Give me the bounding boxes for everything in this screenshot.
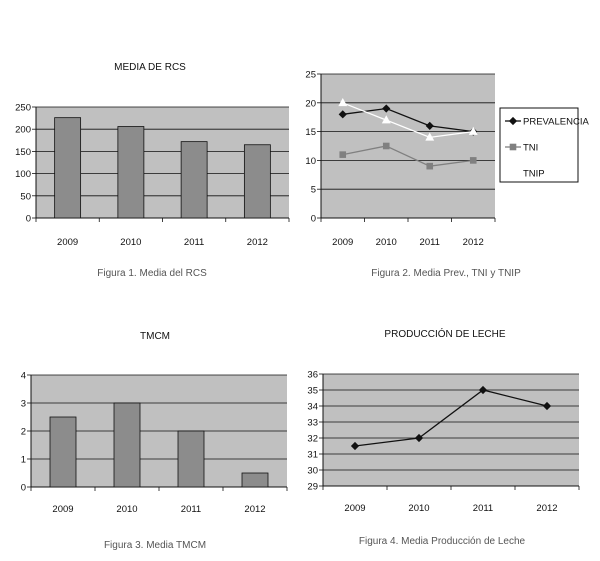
chart-4-point-0-2012 <box>542 401 552 411</box>
chart-2-point-tni-2012 <box>469 157 477 164</box>
chart-3-xtick-label: 2012 <box>244 504 265 515</box>
chart-4-xtick-label: 2009 <box>344 503 365 514</box>
legend-marker-tnip <box>508 168 518 177</box>
chart-2-plot-area <box>321 74 495 218</box>
chart-2-xtick-label: 2011 <box>420 237 440 248</box>
chart-4-ytick-label: 32 <box>307 434 318 445</box>
chart-2-prevalencia-tni-tnip: 0 5 10 15 20 25 2009 2010 2011 2012 PREVALENCIA TN… <box>305 70 589 280</box>
chart-1-ytick-label: 50 <box>20 191 31 202</box>
chart-3-xtick-label: 2010 <box>116 504 137 515</box>
chart-2-ytick-label: 0 <box>311 214 316 225</box>
chart-4-point-0-2010 <box>414 433 424 443</box>
chart-1-ytick-label: 250 <box>15 103 31 114</box>
legend-label-tnip: TNIP <box>523 169 545 180</box>
chart-1-xtick-label: 2010 <box>120 237 141 248</box>
chart-2-ytick-label: 5 <box>311 185 316 196</box>
chart-2-xtick-label: 2012 <box>463 237 484 248</box>
chart-2-ytick-label: 20 <box>305 98 316 109</box>
chart-4-ytick-label: 30 <box>307 466 318 477</box>
chart-2-point-tnip-2009 <box>338 97 348 107</box>
chart-4-caption: Figura 4. Media Producción de Leche <box>359 536 526 547</box>
chart-2-series-line-tni <box>342 145 474 167</box>
chart-4-ytick-label: 35 <box>307 386 318 397</box>
chart-1-ytick-label: 0 <box>26 214 31 225</box>
chart-2-point-tni-2010 <box>382 142 390 150</box>
chart-2-point-tnip-2011 <box>425 132 435 141</box>
chart-1-ytick-label: 100 <box>15 169 31 180</box>
chart-3-tmcm: TMCM 0 1 2 3 4 2009 2010 2011 2012 Figura 3. Med… <box>21 331 288 551</box>
chart-4-xtick-label: 2010 <box>408 503 429 514</box>
chart-1-bar-2010 <box>117 126 145 219</box>
chart-2-xtick-label: 2009 <box>332 237 353 248</box>
chart-2-caption: Figura 2. Media Prev., TNI y TNIP <box>371 268 521 279</box>
chart-4-ytick-label: 33 <box>307 418 318 429</box>
chart-4-title: PRODUCCIÓN DE LECHE <box>384 327 505 340</box>
chart-3-ytick-label: 3 <box>21 399 26 410</box>
legend-marker-prevalencia <box>508 116 518 126</box>
chart-3-title: TMCM <box>140 331 170 342</box>
chart-3-bar-2011 <box>177 430 205 488</box>
chart-3-xtick-label: 2011 <box>181 504 201 515</box>
chart-4-xtick-label: 2012 <box>536 503 557 514</box>
chart-4-ytick-label: 34 <box>307 402 318 413</box>
chart-2-ytick-label: 15 <box>305 127 316 138</box>
chart-3-xtick-label: 2009 <box>52 504 73 515</box>
chart-1-bar-2012 <box>243 144 271 219</box>
chart-4-plot-area <box>323 374 579 486</box>
chart-2-point-prevalencia-2010 <box>382 104 391 113</box>
chart-3-caption: Figura 3. Media TMCM <box>104 540 206 551</box>
chart-4-point-0-2009 <box>350 441 360 451</box>
chart-4-xtick-label: 2011 <box>473 503 493 514</box>
chart-2-point-tni-2011 <box>426 162 434 170</box>
chart-4-ytick-label: 31 <box>307 450 318 461</box>
chart-2-point-prevalencia-2011 <box>425 121 434 130</box>
chart-1-title: MEDIA DE RCS <box>114 62 186 73</box>
legend-label-prevalencia: PREVALENCIA <box>523 117 589 128</box>
chart-3-bar-2010 <box>113 402 141 488</box>
chart-3-ytick-label: 4 <box>21 371 26 382</box>
chart-2-point-prevalencia-2009 <box>338 110 347 119</box>
legend-marker-tni <box>509 143 517 151</box>
chart-1-media-rcs: MEDIA DE RCS 0 50 100 150 200 250 2009 2010 2011… <box>15 62 290 279</box>
chart-4-series-line-0 <box>354 389 548 447</box>
chart-1-bar-2009 <box>54 117 82 219</box>
chart-1-caption: Figura 1. Media del RCS <box>97 268 207 279</box>
chart-4-ytick-label: 36 <box>307 370 318 381</box>
legend-label-tni: TNI <box>523 143 538 154</box>
chart-1-xtick-label: 2012 <box>247 237 268 248</box>
chart-2-ytick-label: 25 <box>305 70 316 81</box>
chart-2-xtick-label: 2010 <box>376 237 397 248</box>
chart-1-ytick-label: 150 <box>15 147 31 158</box>
chart-3-bar-2012 <box>241 472 269 488</box>
chart-4-ytick-label: 29 <box>307 482 318 493</box>
chart-4-point-0-2011 <box>478 385 488 395</box>
chart-1-xtick-label: 2011 <box>184 237 204 248</box>
chart-3-ytick-label: 0 <box>21 483 26 494</box>
chart-2-ytick-label: 10 <box>305 156 316 167</box>
chart-3-ytick-label: 2 <box>21 427 26 438</box>
chart-2-point-tni-2009 <box>339 151 347 158</box>
chart-2-point-tnip-2012 <box>468 126 478 135</box>
chart-1-bar-2011 <box>180 141 208 219</box>
chart-4-produccion-leche: PRODUCCIÓN DE LECHE 29 30 31 32 33 34 35 36 2009… <box>307 327 580 547</box>
chart-1-xtick-label: 2009 <box>57 237 78 248</box>
chart-1-ytick-label: 200 <box>15 125 31 136</box>
chart-2-point-tnip-2010 <box>381 115 391 124</box>
chart-3-ytick-label: 1 <box>21 455 26 466</box>
chart-2-series-line-tnip <box>342 102 474 139</box>
chart-3-bar-2009 <box>49 416 77 488</box>
